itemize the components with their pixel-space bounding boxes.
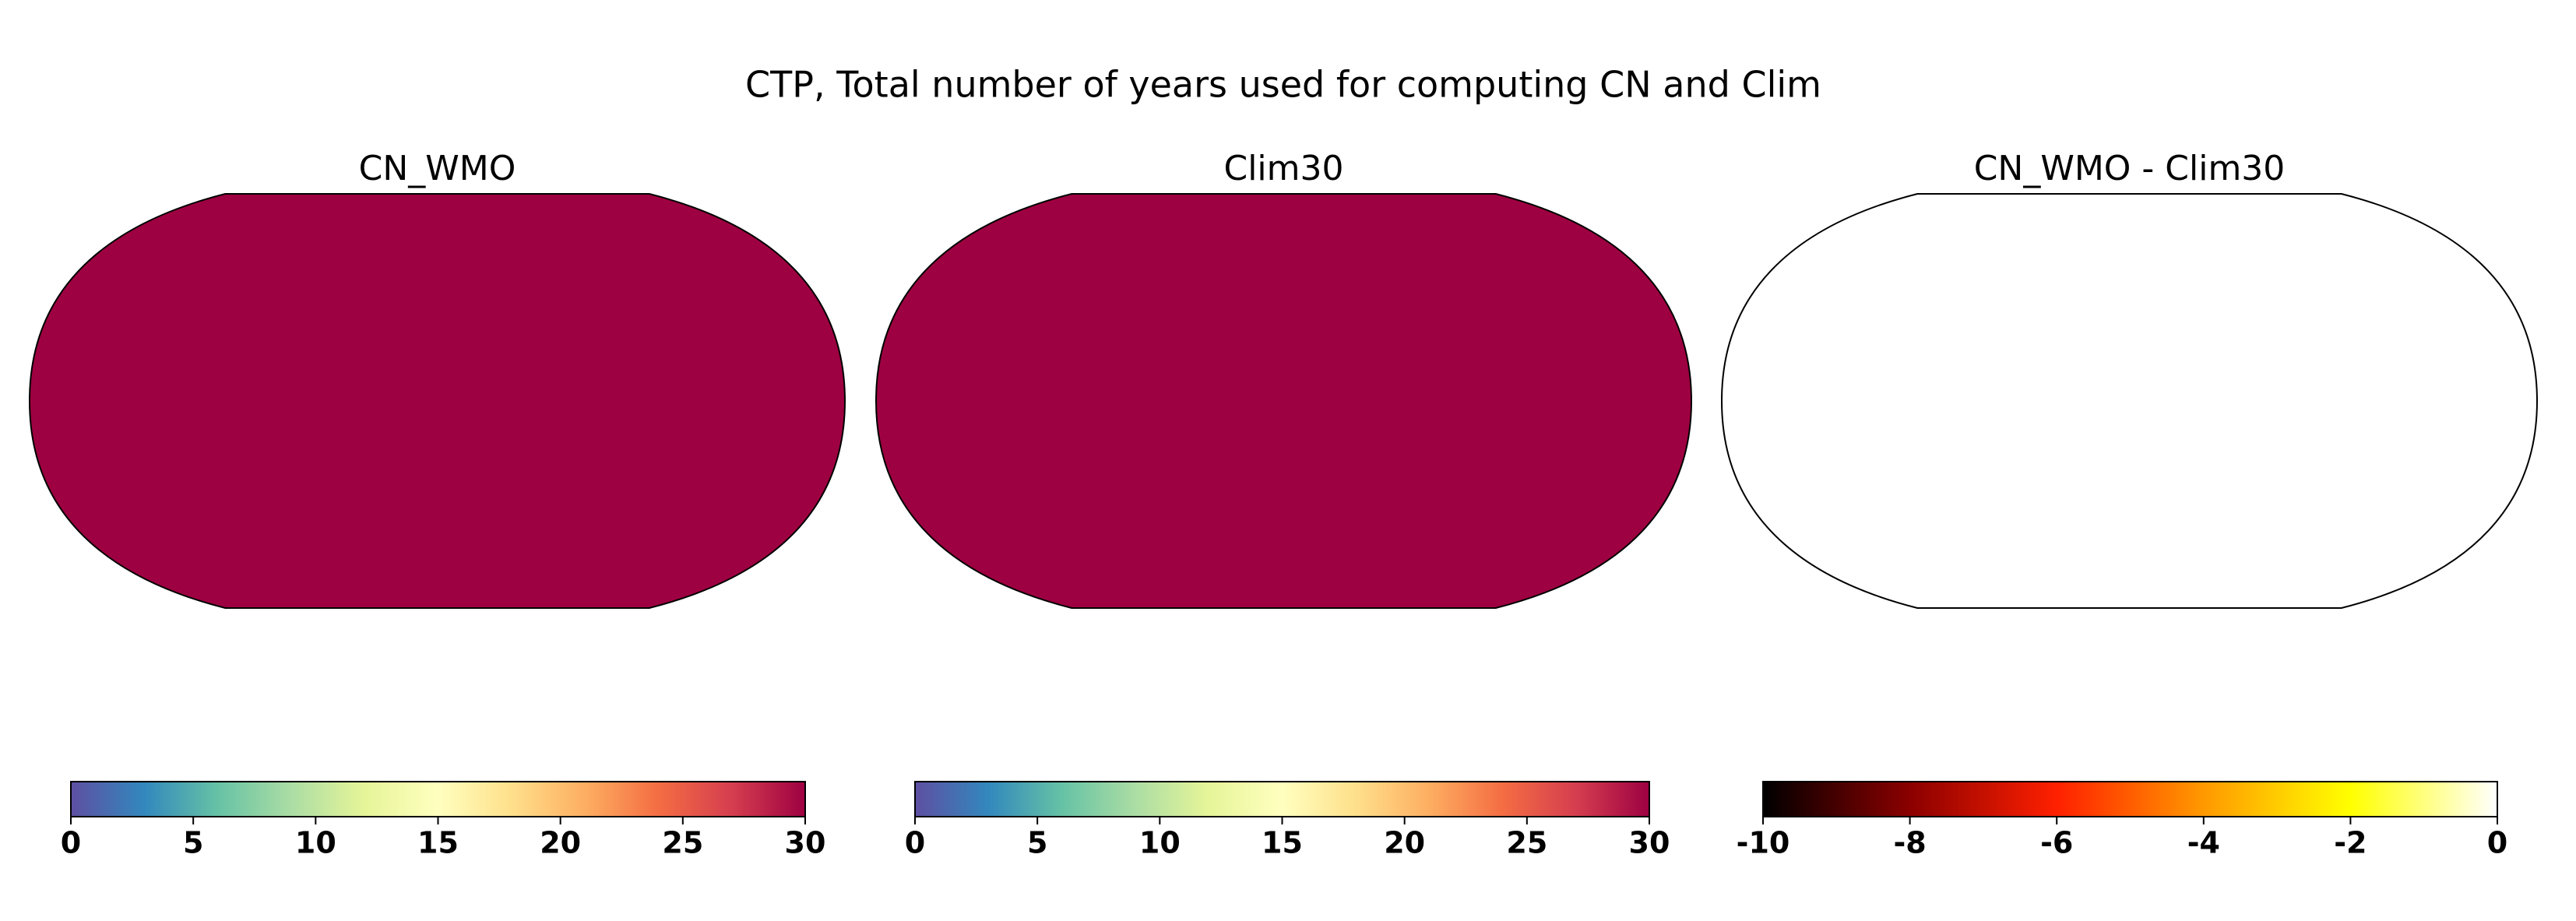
colorbar-tick-label: 15	[1262, 826, 1303, 860]
colorbar-tick-label: -8	[1893, 826, 1926, 860]
subplot-title: Clim30	[1223, 149, 1343, 188]
colorbar	[914, 781, 1650, 817]
colorbar-tick-label: -2	[2334, 826, 2367, 860]
colorbar-tick-label: 5	[183, 826, 203, 860]
figure-title: CTP, Total number of years used for comp…	[745, 64, 1821, 106]
colorbar	[1762, 781, 2498, 817]
colorbar-tick-label: 25	[662, 826, 703, 860]
colorbar-tick-label: 25	[1506, 826, 1547, 860]
colorbar-tick-label: 0	[61, 826, 81, 860]
map-outline	[875, 193, 1693, 609]
subplot-title: CN_WMO - Clim30	[1974, 149, 2286, 188]
colorbar-tick-label: -6	[2040, 826, 2073, 860]
map-outline	[1720, 193, 2539, 609]
colorbar-tick-label: -4	[2187, 826, 2220, 860]
colorbar-tick-label: 20	[1384, 826, 1425, 860]
colorbar-tick-label: 0	[905, 826, 925, 860]
colorbar-tick-label: 30	[1629, 826, 1670, 860]
colorbar-tick-label: 10	[295, 826, 336, 860]
colorbar	[70, 781, 806, 817]
map-outline	[28, 193, 846, 609]
colorbar-tick-label: 20	[540, 826, 581, 860]
colorbar-tick-label: 15	[417, 826, 459, 860]
colorbar-tick-label: 5	[1027, 826, 1047, 860]
colorbar-tick-label: -10	[1737, 826, 1790, 860]
subplot-title: CN_WMO	[359, 149, 516, 188]
colorbar-tick-label: 10	[1139, 826, 1181, 860]
colorbar-tick-label: 30	[785, 826, 826, 860]
colorbar-tick-label: 0	[2487, 826, 2507, 860]
